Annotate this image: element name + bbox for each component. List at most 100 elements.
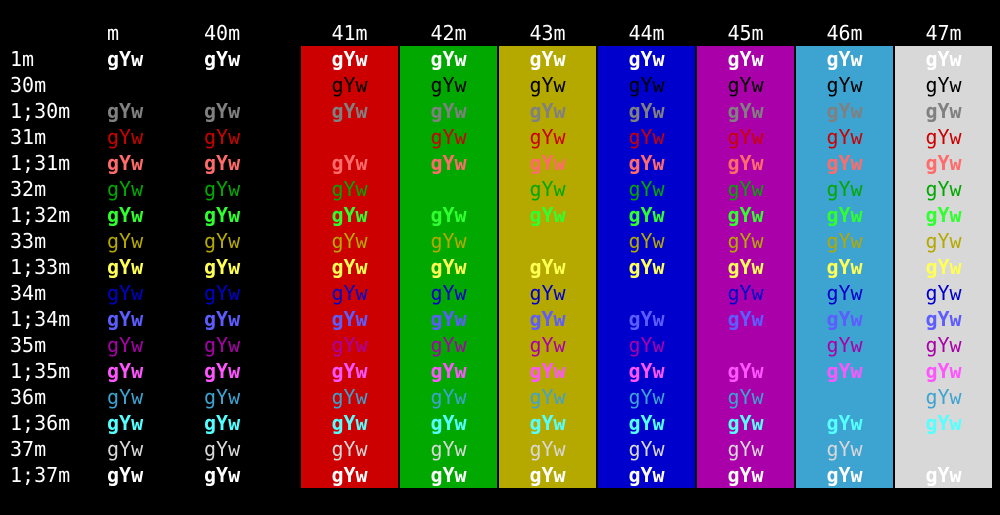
cell-1;31m-on-45m: gYw — [697, 150, 794, 176]
row-label: 1;30m — [10, 98, 107, 124]
cell-1;30m-on-43m: gYw — [499, 98, 596, 124]
cell-35m-on-43m: gYw — [499, 332, 596, 358]
cell-1m-on-42m: gYw — [400, 46, 497, 72]
row-label: 35m — [10, 332, 107, 358]
header-40m: 40m — [204, 20, 301, 46]
cell-37m-on-m: gYw — [107, 436, 204, 462]
cell-32m-on-43m: gYw — [499, 176, 596, 202]
cell-1;34m-on-45m: gYw — [697, 306, 794, 332]
cell-1;30m-on-m: gYw — [107, 98, 204, 124]
row-37m: 37mgYwgYwgYwgYwgYwgYwgYwgYwgYw — [10, 436, 1000, 462]
cell-1;35m-on-42m: gYw — [400, 358, 497, 384]
cell-37m-on-43m: gYw — [499, 436, 596, 462]
cell-1m-on-47m: gYw — [895, 46, 992, 72]
cell-1;32m-on-40m: gYw — [204, 202, 301, 228]
header-44m: 44m — [598, 20, 695, 46]
cell-1;31m-on-46m: gYw — [796, 150, 893, 176]
ansi-color-test-terminal: m40m41m42m43m44m45m46m47m1mgYwgYwgYwgYwg… — [0, 0, 1000, 488]
cell-1;35m-on-41m: gYw — [301, 358, 398, 384]
cell-1;32m-on-42m: gYw — [400, 202, 497, 228]
cell-30m-on-40m: gYw — [204, 72, 301, 98]
cell-36m-on-47m: gYw — [895, 384, 992, 410]
cell-35m-on-41m: gYw — [301, 332, 398, 358]
row-30m: 30mgYwgYwgYwgYwgYwgYwgYwgYwgYw — [10, 72, 1000, 98]
cell-34m-on-46m: gYw — [796, 280, 893, 306]
header-46m: 46m — [796, 20, 893, 46]
cell-30m-on-45m: gYw — [697, 72, 794, 98]
cell-1;30m-on-41m: gYw — [301, 98, 398, 124]
cell-1m-on-44m: gYw — [598, 46, 695, 72]
cell-36m-on-42m: gYw — [400, 384, 497, 410]
cell-33m-on-40m: gYw — [204, 228, 301, 254]
cell-1;34m-on-41m: gYw — [301, 306, 398, 332]
row-label: 37m — [10, 436, 107, 462]
cell-31m-on-46m: gYw — [796, 124, 893, 150]
cell-30m-on-47m: gYw — [895, 72, 992, 98]
cell-32m-on-46m: gYw — [796, 176, 893, 202]
row-1;32m: 1;32mgYwgYwgYwgYwgYwgYwgYwgYwgYw — [10, 202, 1000, 228]
cell-1;35m-on-43m: gYw — [499, 358, 596, 384]
row-1;31m: 1;31mgYwgYwgYwgYwgYwgYwgYwgYwgYw — [10, 150, 1000, 176]
cell-1;34m-on-43m: gYw — [499, 306, 596, 332]
cell-31m-on-42m: gYw — [400, 124, 497, 150]
cell-30m-on-41m: gYw — [301, 72, 398, 98]
cell-34m-on-47m: gYw — [895, 280, 992, 306]
row-1;35m: 1;35mgYwgYwgYwgYwgYwgYwgYwgYwgYw — [10, 358, 1000, 384]
cell-1;35m-on-40m: gYw — [204, 358, 301, 384]
cell-32m-on-45m: gYw — [697, 176, 794, 202]
cell-31m-on-47m: gYw — [895, 124, 992, 150]
cell-1;37m-on-47m: gYw — [895, 462, 992, 488]
row-label: 1;33m — [10, 254, 107, 280]
cell-34m-on-44m: gYw — [598, 280, 695, 306]
row-label: 1;32m — [10, 202, 107, 228]
cell-1;37m-on-43m: gYw — [499, 462, 596, 488]
cell-1;33m-on-41m: gYw — [301, 254, 398, 280]
cell-36m-on-46m: gYw — [796, 384, 893, 410]
cell-1;36m-on-47m: gYw — [895, 410, 992, 436]
cell-1;33m-on-46m: gYw — [796, 254, 893, 280]
cell-1;36m-on-44m: gYw — [598, 410, 695, 436]
cell-32m-on-44m: gYw — [598, 176, 695, 202]
cell-35m-on-45m: gYw — [697, 332, 794, 358]
cell-1;31m-on-40m: gYw — [204, 150, 301, 176]
row-1;36m: 1;36mgYwgYwgYwgYwgYwgYwgYwgYwgYw — [10, 410, 1000, 436]
cell-31m-on-45m: gYw — [697, 124, 794, 150]
cell-33m-on-m: gYw — [107, 228, 204, 254]
cell-33m-on-42m: gYw — [400, 228, 497, 254]
cell-1;33m-on-43m: gYw — [499, 254, 596, 280]
header-m: m — [107, 20, 204, 46]
cell-1;37m-on-45m: gYw — [697, 462, 794, 488]
cell-31m-on-44m: gYw — [598, 124, 695, 150]
row-36m: 36mgYwgYwgYwgYwgYwgYwgYwgYwgYw — [10, 384, 1000, 410]
cell-1;30m-on-40m: gYw — [204, 98, 301, 124]
cell-1;34m-on-40m: gYw — [204, 306, 301, 332]
header-45m: 45m — [697, 20, 794, 46]
cell-1;32m-on-m: gYw — [107, 202, 204, 228]
row-1;37m: 1;37mgYwgYwgYwgYwgYwgYwgYwgYwgYw — [10, 462, 1000, 488]
cell-37m-on-47m: gYw — [895, 436, 992, 462]
cell-1;35m-on-m: gYw — [107, 358, 204, 384]
cell-1;31m-on-41m: gYw — [301, 150, 398, 176]
cell-36m-on-41m: gYw — [301, 384, 398, 410]
cell-35m-on-44m: gYw — [598, 332, 695, 358]
cell-1;36m-on-45m: gYw — [697, 410, 794, 436]
row-1;34m: 1;34mgYwgYwgYwgYwgYwgYwgYwgYwgYw — [10, 306, 1000, 332]
cell-1;37m-on-40m: gYw — [204, 462, 301, 488]
row-1m: 1mgYwgYwgYwgYwgYwgYwgYwgYwgYw — [10, 46, 1000, 72]
cell-33m-on-45m: gYw — [697, 228, 794, 254]
cell-1;31m-on-47m: gYw — [895, 150, 992, 176]
row-label: 30m — [10, 72, 107, 98]
cell-36m-on-m: gYw — [107, 384, 204, 410]
row-label: 1;36m — [10, 410, 107, 436]
cell-36m-on-40m: gYw — [204, 384, 301, 410]
cell-33m-on-41m: gYw — [301, 228, 398, 254]
cell-1;34m-on-46m: gYw — [796, 306, 893, 332]
cell-35m-on-42m: gYw — [400, 332, 497, 358]
cell-34m-on-43m: gYw — [499, 280, 596, 306]
cell-1;33m-on-44m: gYw — [598, 254, 695, 280]
cell-1;30m-on-44m: gYw — [598, 98, 695, 124]
cell-32m-on-41m: gYw — [301, 176, 398, 202]
cell-34m-on-40m: gYw — [204, 280, 301, 306]
cell-1;35m-on-47m: gYw — [895, 358, 992, 384]
cell-1;32m-on-41m: gYw — [301, 202, 398, 228]
